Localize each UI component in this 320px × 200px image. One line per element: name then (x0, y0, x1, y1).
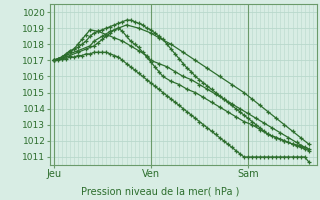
Text: Pression niveau de la mer( hPa ): Pression niveau de la mer( hPa ) (81, 186, 239, 196)
